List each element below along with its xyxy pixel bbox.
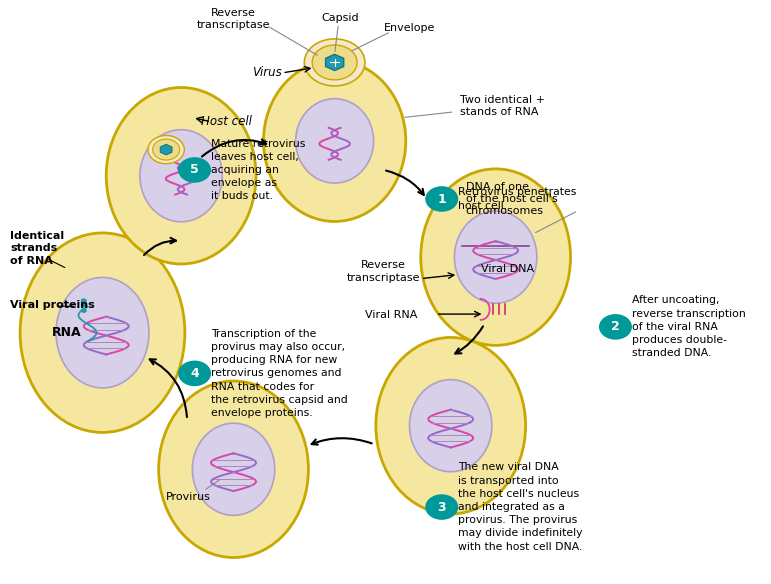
Circle shape	[599, 314, 632, 340]
Text: The new viral DNA
is transported into
the host cell's nucleus
and integrated as : The new viral DNA is transported into th…	[458, 463, 583, 552]
Ellipse shape	[106, 88, 256, 264]
Ellipse shape	[409, 380, 492, 472]
Circle shape	[81, 303, 87, 307]
Text: 4: 4	[190, 367, 199, 380]
Text: Mature retrovirus
leaves host cell,
acquiring an
envelope as
it buds out.: Mature retrovirus leaves host cell, acqu…	[211, 138, 305, 201]
Circle shape	[81, 308, 87, 313]
Ellipse shape	[454, 211, 537, 303]
Ellipse shape	[264, 60, 406, 221]
Ellipse shape	[375, 338, 526, 514]
Circle shape	[426, 186, 458, 212]
Text: Virus: Virus	[252, 67, 282, 79]
Circle shape	[178, 157, 211, 183]
Text: 3: 3	[437, 500, 446, 513]
Text: 1: 1	[437, 193, 446, 206]
Polygon shape	[160, 144, 172, 155]
Ellipse shape	[56, 277, 149, 388]
Text: Viral proteins: Viral proteins	[10, 300, 95, 310]
Ellipse shape	[20, 233, 185, 432]
Ellipse shape	[296, 99, 374, 183]
Text: After uncoating,
reverse transcription
of the viral RNA
produces double-
strande: After uncoating, reverse transcription o…	[632, 296, 746, 358]
Text: Envelope: Envelope	[384, 23, 435, 33]
Text: Viral RNA: Viral RNA	[365, 310, 417, 320]
Text: DNA of one
of the host cell's
chromosomes: DNA of one of the host cell's chromosome…	[466, 182, 557, 217]
Circle shape	[312, 45, 357, 80]
Text: Viral DNA: Viral DNA	[480, 264, 534, 274]
Ellipse shape	[421, 169, 571, 345]
Text: 5: 5	[190, 164, 199, 176]
Text: Two identical +
stands of RNA: Two identical + stands of RNA	[460, 95, 544, 117]
Circle shape	[148, 135, 184, 164]
Text: Reverse
transcriptase: Reverse transcriptase	[347, 260, 420, 283]
Text: Reverse
transcriptase: Reverse transcriptase	[197, 8, 271, 30]
Circle shape	[81, 298, 87, 303]
Text: RNA: RNA	[52, 326, 82, 339]
Ellipse shape	[192, 423, 274, 515]
Text: Retrovirus penetrates
host cell.: Retrovirus penetrates host cell.	[458, 187, 577, 211]
Text: Host cell: Host cell	[200, 115, 251, 128]
Text: Capsid: Capsid	[322, 13, 359, 23]
Ellipse shape	[159, 381, 308, 558]
Text: 2: 2	[611, 321, 620, 333]
Text: Identical
strands
of RNA: Identical strands of RNA	[10, 231, 65, 266]
Text: Provirus: Provirus	[167, 492, 211, 502]
Text: Transcription of the
provirus may also occur,
producing RNA for new
retrovirus g: Transcription of the provirus may also o…	[211, 329, 348, 418]
Circle shape	[178, 360, 211, 386]
Polygon shape	[325, 54, 344, 71]
Circle shape	[305, 39, 365, 86]
Circle shape	[426, 494, 458, 520]
Ellipse shape	[140, 130, 222, 222]
Circle shape	[153, 139, 180, 160]
